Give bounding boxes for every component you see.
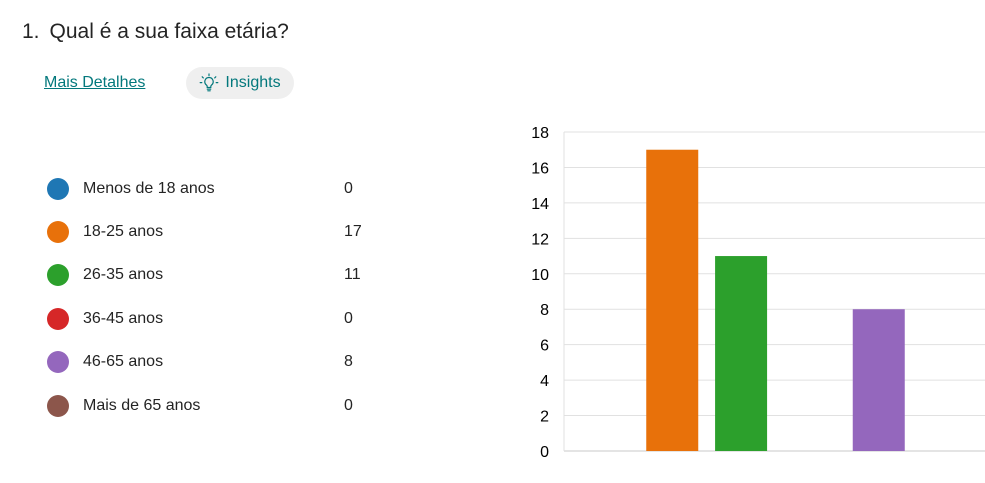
insights-button[interactable]: Insights — [186, 67, 294, 99]
y-tick-label: 16 — [531, 160, 549, 177]
question-number: 1. — [22, 20, 40, 43]
bar-chart: 0 2 4 6 8 10 12 14 16 18 — [531, 125, 985, 461]
legend-label: 46-65 anos — [83, 353, 164, 371]
legend-swatch — [47, 177, 69, 200]
legend-swatch — [47, 351, 69, 374]
y-tick-label: 8 — [540, 302, 549, 319]
legend-count: 11 — [344, 266, 361, 284]
lightbulb-icon — [200, 73, 219, 92]
insights-label: Insights — [225, 74, 281, 91]
y-tick-label: 0 — [540, 444, 549, 461]
legend-count: 0 — [344, 309, 353, 327]
y-tick-label: 2 — [540, 409, 549, 426]
legend-count: 0 — [344, 179, 353, 197]
bar-26-35-anos — [715, 256, 768, 451]
legend-item: 36-45 anos 0 — [47, 297, 377, 340]
legend-swatch — [47, 307, 69, 330]
legend-item: 18-25 anos 17 — [47, 210, 377, 253]
legend-swatch — [47, 221, 69, 244]
question-title: 1. Qual é a sua faixa etária? — [22, 20, 289, 44]
legend-item: Mais de 65 anos 0 — [47, 384, 377, 427]
y-tick-label: 12 — [531, 231, 549, 248]
legend-item: Menos de 18 anos 0 — [47, 167, 377, 210]
bar-18-25-anos — [646, 149, 699, 451]
legend-swatch — [47, 264, 69, 287]
more-details-link[interactable]: Mais Detalhes — [44, 74, 146, 91]
question-text: Qual é a sua faixa etária? — [49, 20, 289, 43]
legend-label: Menos de 18 anos — [83, 179, 215, 197]
legend-count: 17 — [344, 223, 362, 241]
chart-legend: Menos de 18 anos 0 18-25 anos 17 26-35 a… — [47, 167, 377, 427]
y-tick-label: 4 — [540, 373, 549, 390]
legend-label: 36-45 anos — [83, 309, 164, 327]
legend-count: 8 — [344, 353, 353, 371]
legend-swatch — [47, 394, 69, 417]
y-tick-label: 18 — [531, 125, 549, 142]
bar-46-65-anos — [852, 309, 905, 451]
legend-item: 46-65 anos 8 — [47, 341, 377, 384]
legend-item: 26-35 anos 11 — [47, 254, 377, 297]
legend-label: 26-35 anos — [83, 266, 164, 284]
y-tick-label: 10 — [531, 267, 549, 284]
legend-label: 18-25 anos — [83, 223, 164, 241]
legend-label: Mais de 65 anos — [83, 396, 201, 414]
y-tick-label: 14 — [531, 196, 549, 213]
legend-count: 0 — [344, 396, 353, 414]
y-tick-label: 6 — [540, 338, 549, 355]
